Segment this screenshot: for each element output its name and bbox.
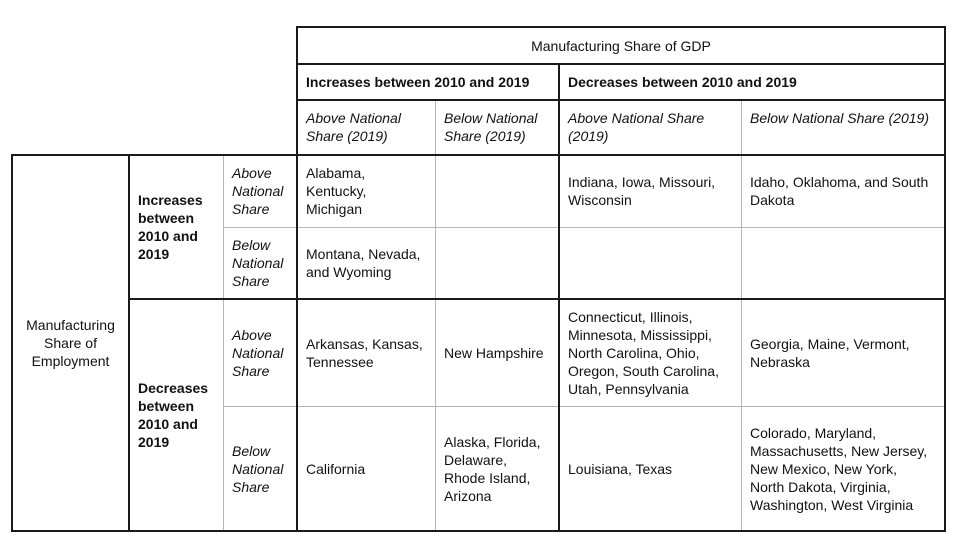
cell-r1-c3: Indiana, Iowa, Missouri, Wisconsin — [559, 155, 741, 227]
border-line — [296, 99, 946, 101]
row-label-inc-below: Below National Share — [232, 237, 284, 289]
grid-line — [435, 100, 436, 531]
row-label-dec-below: Below National Share — [223, 406, 297, 531]
subheader-dec-below: Below National Share (2019) — [750, 110, 929, 126]
row-label-dec-above-text: Above National Share — [232, 326, 284, 379]
border-line — [11, 530, 946, 532]
gdp-decrease-text: Decreases between 2010 and 2019 — [568, 74, 797, 90]
grid-line — [223, 227, 945, 228]
employment-increase-header: Increases between 2010 and 2019 — [129, 155, 223, 299]
border-line — [128, 154, 130, 532]
cell-r3-c2-text: New Hampshire — [444, 344, 544, 361]
cell-r3-c2: New Hampshire — [435, 299, 559, 406]
employment-increase-text: Increases between 2010 and 2019 — [138, 192, 203, 262]
gdp-decrease-header: Decreases between 2010 and 2019 — [559, 64, 945, 100]
border-line — [11, 154, 13, 532]
cell-r4-c3: Louisiana, Texas — [559, 406, 741, 531]
cell-r3-c3-text: Connecticut, Illinois, Minnesota, Missis… — [568, 308, 719, 397]
gdp-increase-header: Increases between 2010 and 2019 — [297, 64, 559, 100]
cell-r4-c2: Alaska, Florida, Delaware, Rhode Island,… — [435, 406, 559, 531]
cell-r3-c4-text: Georgia, Maine, Vermont, Nebraska — [750, 335, 910, 370]
cell-r1-c3-text: Indiana, Iowa, Missouri, Wisconsin — [568, 174, 716, 208]
employment-decrease-text: Decreases between 2010 and 2019 — [138, 380, 209, 450]
cell-r1-c4-text: Idaho, Oklahoma, and South Dakota — [750, 174, 929, 208]
subheader-dec-above: Above National Share (2019) — [568, 110, 705, 144]
employment-header: Manufacturing Share of Employment — [12, 155, 129, 531]
grid-line — [223, 406, 945, 407]
cell-r4-c4-text: Colorado, Maryland, Massachusetts, New J… — [750, 424, 928, 513]
cell-r3-c1: Arkansas, Kansas, Tennessee — [297, 299, 435, 406]
subheader-inc-below: Below National Share (2019) — [444, 110, 538, 144]
grid-line — [741, 100, 742, 531]
subheader-inc-above: Above National Share (2019) — [306, 110, 401, 144]
border-line — [296, 26, 298, 532]
cell-r1-c1: Alabama, Kentucky, Michigan — [306, 165, 367, 217]
gdp-header: Manufacturing Share of GDP — [297, 27, 945, 64]
border-line — [944, 26, 946, 532]
cell-r1-c2 — [435, 155, 559, 227]
cell-r2-c1-text: Montana, Nevada, and Wyoming — [306, 246, 421, 280]
employment-header-text: Manufacturing Share of Employment — [26, 317, 115, 369]
cell-r2-c1: Montana, Nevada, and Wyoming — [297, 227, 435, 299]
row-label-dec-above: Above National Share — [223, 299, 297, 406]
cell-r4-c3-text: Louisiana, Texas — [568, 460, 673, 477]
row-label-dec-below-text: Below National Share — [232, 442, 284, 495]
border-line — [558, 63, 560, 532]
cell-r4-c2-text: Alaska, Florida, Delaware, Rhode Island,… — [444, 433, 541, 504]
cell-r2-c4 — [741, 227, 945, 299]
cell-r2-c2 — [435, 227, 559, 299]
cell-r1-c4: Idaho, Oklahoma, and South Dakota — [741, 155, 945, 227]
cell-r3-c1-text: Arkansas, Kansas, Tennessee — [306, 335, 423, 370]
cell-r4-c1-text: California — [306, 460, 366, 477]
cell-r3-c4: Georgia, Maine, Vermont, Nebraska — [741, 299, 945, 406]
border-line — [296, 63, 946, 65]
row-label-inc-above: Above National Share — [232, 165, 284, 217]
cell-r3-c3: Connecticut, Illinois, Minnesota, Missis… — [559, 299, 741, 406]
border-line — [11, 154, 946, 156]
gdp-increase-text: Increases between 2010 and 2019 — [306, 74, 530, 90]
employment-decrease-header: Decreases between 2010 and 2019 — [129, 299, 223, 531]
cell-r4-c1: California — [297, 406, 435, 531]
cell-r4-c4: Colorado, Maryland, Massachusetts, New J… — [741, 406, 945, 531]
cell-r2-c3 — [559, 227, 741, 299]
grid-line — [223, 155, 224, 531]
gdp-header-text: Manufacturing Share of GDP — [531, 37, 711, 54]
border-line — [296, 26, 946, 28]
border-line — [128, 298, 946, 300]
